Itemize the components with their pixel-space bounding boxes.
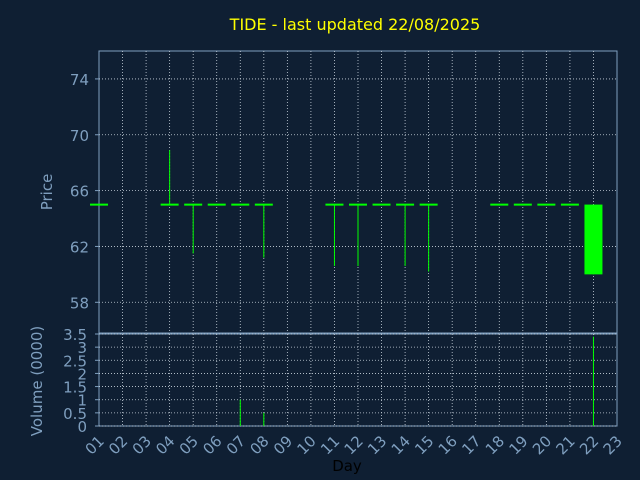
day-tick-label: 01 (82, 432, 108, 458)
day-tick-label: 06 (199, 432, 225, 458)
day-tick-label: 14 (388, 432, 414, 458)
price-tick-label: 58 (70, 294, 89, 312)
day-tick-label: 13 (364, 432, 390, 458)
price-tick-label: 74 (70, 71, 89, 89)
price-tick-label: 62 (70, 238, 89, 256)
day-tick-label: 15 (411, 432, 437, 458)
price-panel: 58 62 66 70 74 (70, 50, 618, 334)
day-tick-label: 02 (105, 432, 131, 458)
day-tick-label: 23 (600, 432, 626, 458)
price-axis-label: Price (38, 174, 56, 211)
volume-tick-label: 3 (77, 339, 87, 357)
day-tick-label: 20 (529, 432, 555, 458)
volume-tick-label: 2.5 (63, 352, 87, 370)
day-tick-label: 11 (317, 432, 343, 458)
volume-axis-label: Volume (0000) (28, 326, 46, 436)
price-tick-label: 70 (70, 127, 89, 145)
price-tick-label: 66 (70, 183, 89, 201)
day-tick-label: 16 (435, 432, 461, 458)
day-axis-label: Day (332, 457, 362, 475)
volume-tick-label: 1 (77, 392, 87, 410)
day-tick-label: 10 (294, 432, 320, 458)
day-tick-label: 08 (246, 432, 272, 458)
volume-tick-label: 1.5 (63, 379, 87, 397)
day-tick-label: 05 (176, 432, 202, 458)
chart-title: TIDE - last updated 22/08/2025 (229, 15, 481, 34)
day-tick-label: 17 (458, 432, 484, 458)
day-tick-label: 03 (129, 432, 155, 458)
volume-tick-label: 3.5 (63, 326, 87, 344)
day-tick-label: 07 (223, 432, 249, 458)
volume-tick-label: 2 (77, 365, 87, 383)
day-tick-label: 18 (482, 432, 508, 458)
volume-panel: 00.511.522.533.5 (63, 326, 618, 436)
day-tick-label: 21 (553, 432, 579, 458)
day-tick-label: 12 (341, 432, 367, 458)
day-tick-label: 04 (152, 432, 178, 458)
volume-tick-label: 0 (77, 418, 87, 436)
day-tick-label: 09 (270, 432, 296, 458)
day-tick-label: 19 (505, 432, 531, 458)
volume-tick-label: 0.5 (63, 405, 87, 423)
candle-body (584, 204, 603, 275)
day-tick-label: 22 (576, 432, 602, 458)
